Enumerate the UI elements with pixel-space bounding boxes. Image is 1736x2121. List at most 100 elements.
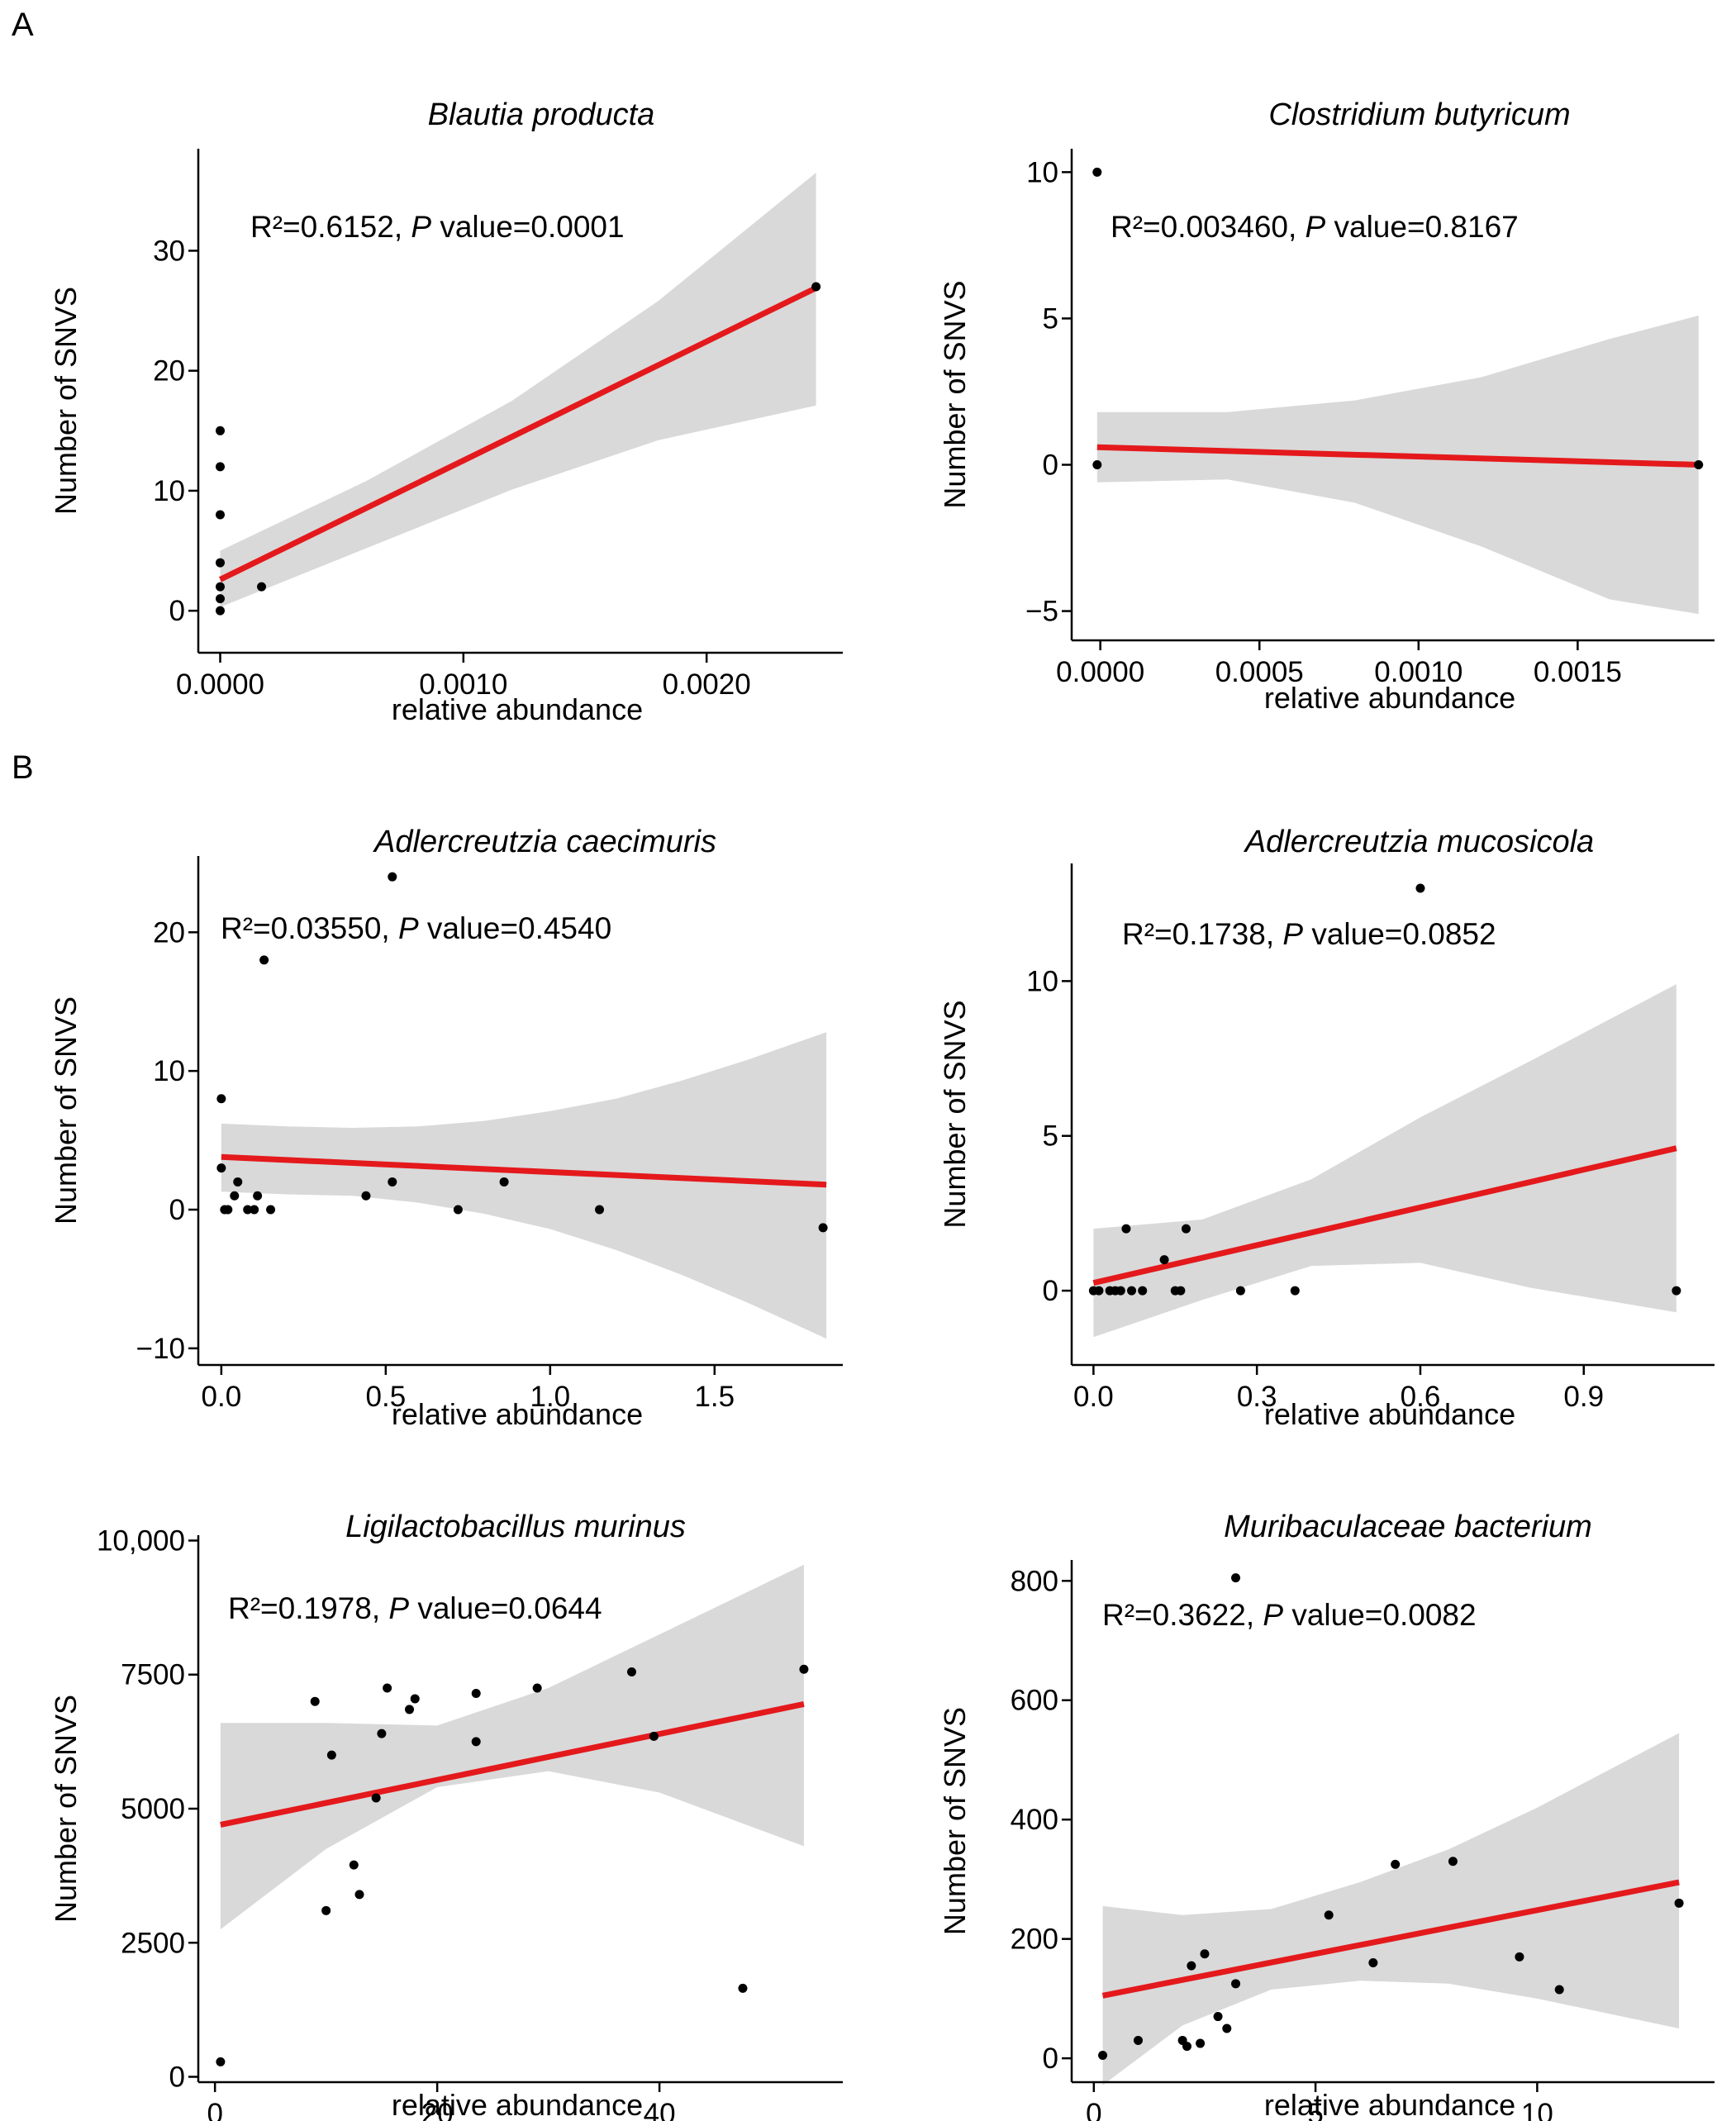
data-point [215,558,225,568]
data-point [1121,1224,1131,1234]
data-point [310,1696,320,1706]
data-point [1127,1286,1137,1296]
y-tick-label: 5 [1043,1120,1058,1153]
confidence-band [220,1564,804,1929]
y-tick-label: 0 [169,1194,185,1226]
y-tick-label: 0 [1043,1275,1058,1307]
y-tick-label: −10 [136,1333,185,1365]
chart-1: 0.0000 0.0010 0.0020 0 10 20 30 Blautia product… [49,97,843,726]
data-point [1181,1224,1191,1234]
x-tick-label: 0.3 [1237,1381,1277,1413]
data-point [405,1705,415,1714]
y-tick-label: 7500 [121,1659,185,1691]
y-axis-label: Number of SNVS [938,280,972,508]
data-point [1290,1286,1300,1296]
y-tick-label: 0 [169,2062,185,2094]
y-tick-label: 2500 [121,1927,185,1959]
x-tick-label: 0.0020 [663,668,751,701]
data-point [388,1177,397,1187]
chart-title: Adlercreutzia mucosicola [1244,825,1594,859]
data-point [1391,1859,1401,1869]
data-point [595,1205,605,1215]
data-point [253,1191,263,1201]
x-tick-label: 5 [1307,2098,1323,2121]
y-tick-label: 5000 [121,1793,185,1825]
y-tick-label: 30 [153,235,185,267]
x-tick-label: 0 [207,2098,222,2121]
data-point [1672,1286,1681,1296]
data-point [1092,460,1102,469]
x-axis-label: relative abundance [1264,2088,1515,2121]
y-axis-label: Number of SNVS [49,287,83,515]
y-axis-label: Number of SNVS [938,1000,972,1228]
data-point [1515,1952,1524,1962]
y-tick-label: 10,000 [97,1524,185,1557]
data-point [230,1191,240,1201]
data-point [1554,1985,1564,1995]
data-point [626,1667,636,1676]
regression-line [1092,1145,1677,1286]
data-point [1200,1949,1210,1959]
x-tick-label: 10 [1521,2098,1553,2121]
y-tick-label: 0 [1043,449,1058,482]
data-point [1133,2035,1143,2045]
data-point [1213,2012,1223,2022]
data-point [1092,167,1102,177]
confidence-band [220,173,816,607]
x-tick-label: 0.0000 [1056,656,1144,688]
confidence-band [1102,1733,1680,2085]
data-point [1694,460,1704,469]
data-point [223,1205,233,1215]
data-point [1182,2042,1192,2052]
data-point [532,1683,542,1693]
data-point [216,1094,226,1104]
data-point [266,1205,276,1215]
data-point [215,462,225,472]
x-tick-label: 0.9 [1563,1381,1604,1413]
data-point [257,582,267,592]
data-point [649,1731,659,1741]
data-point [243,1205,253,1215]
regression-line [220,1701,805,1828]
y-tick-label: 0 [169,595,185,627]
panel-label-b: B [12,749,34,786]
x-tick-label: 0.0005 [1215,656,1304,688]
y-tick-label: 10 [1026,156,1058,188]
chart-2: 0.0000 0.0005 0.0010 0.0015 −5 0 5 10 Clostridiu… [938,97,1715,715]
regression-line [1101,1879,1680,1999]
y-tick-label: 600 [1011,1685,1058,1717]
chart-title: Clostridium butyricum [1268,97,1570,132]
data-point [215,510,225,520]
data-point [453,1205,463,1215]
data-point [799,1664,809,1674]
chart-title: Muribaculaceae bacterium [1224,1510,1592,1544]
data-point [1368,1958,1378,1968]
stat-annotation: R²=0.1978, P value=0.0644 [228,1591,602,1625]
chart-6: 0 5 10 0 200 400 600 800 Muribaculaceae bacteriu… [938,1510,1715,2121]
stat-annotation: R²=0.03550, P value=0.4540 [221,911,611,945]
y-axis-label: Number of SNVS [938,1707,972,1935]
data-point [326,1750,336,1760]
data-point [383,1683,392,1693]
x-axis-label: relative abundance [392,2088,643,2121]
x-tick-label: 0.5 [366,1381,407,1413]
data-point [361,1191,371,1201]
stat-annotation: R²=0.003460, P value=0.8167 [1111,210,1519,244]
y-tick-label: 5 [1043,302,1058,335]
x-tick-label: 1.0 [530,1381,570,1413]
data-point [354,1890,364,1900]
data-point [1231,1979,1241,1989]
chart-title: Adlercreutzia caecimuris [373,825,716,859]
data-point [233,1177,243,1187]
chart-3: 0.0 0.5 1.0 1.5 −10 0 10 20 Adlercreutzia caecim… [49,825,843,1431]
y-tick-label: 0 [1043,2043,1058,2075]
data-point [215,582,225,592]
x-tick-label: 0.0 [202,1381,242,1413]
data-point [1415,883,1425,893]
data-point [1187,1961,1196,1971]
stat-annotation: R²=0.6152, P value=0.0001 [250,210,625,244]
data-point [811,282,821,292]
chart-5: 0 20 40 0 2500 5000 7500 10,000 Ligilactobacillu… [49,1510,843,2121]
data-point [1176,1286,1186,1296]
